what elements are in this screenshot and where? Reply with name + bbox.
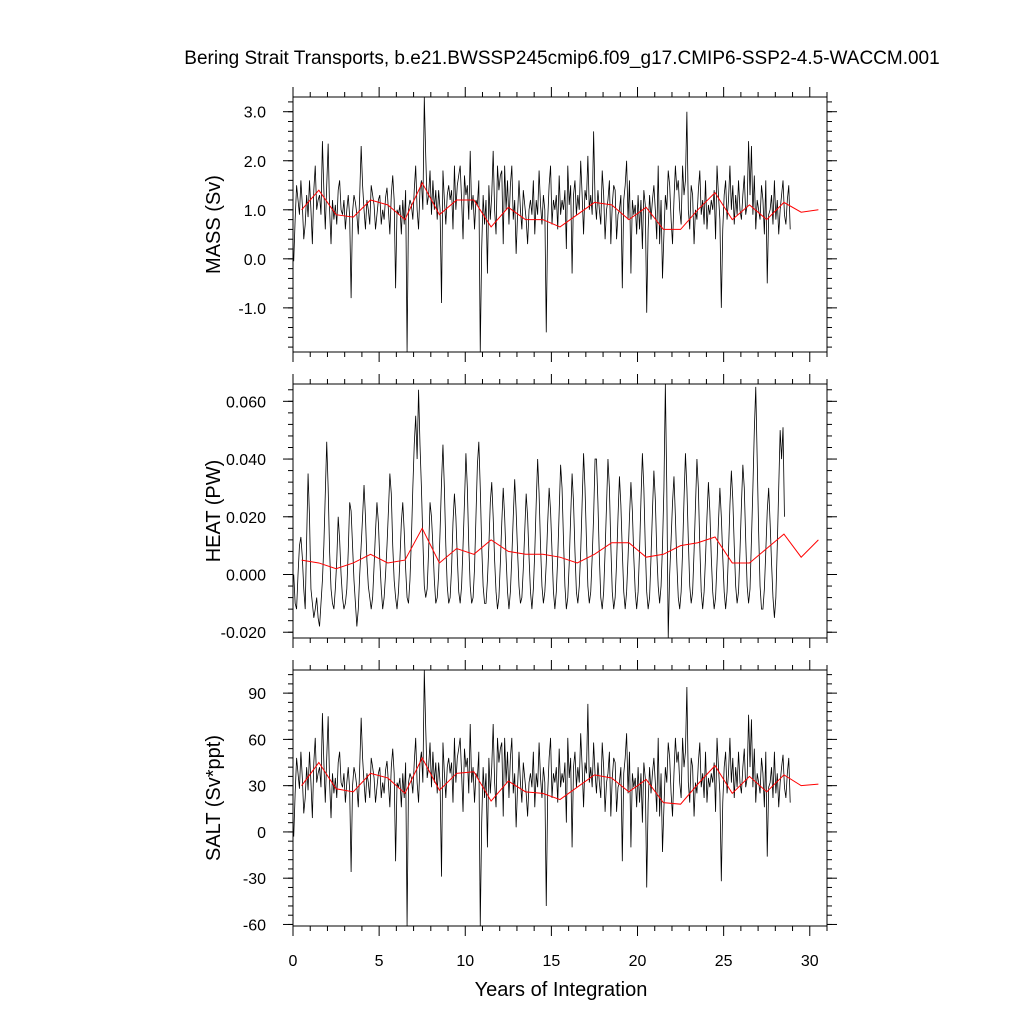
plot-frame [292,669,828,927]
y-tick-label: 0.0 [244,252,266,269]
y-tick-label: 90 [248,686,266,703]
x-tick-label: 10 [456,953,474,970]
plot-area [293,97,819,352]
y-tick-label: 0.040 [226,452,266,469]
x-tick-label: 0 [289,953,298,970]
y-tick-label: 0.060 [226,394,266,411]
plot-frame [292,96,828,353]
y-tick-label: 0 [257,825,266,842]
plot-frame [292,383,828,639]
y-tick-label: 3.0 [244,105,266,122]
annual-mean-line [301,756,819,805]
plot-area [293,384,819,638]
plot-area [293,670,819,926]
y-tick-label: -0.020 [221,625,266,642]
y-axis-label: SALT (Sv*ppt) [203,735,225,861]
x-tick-label: 30 [801,953,819,970]
x-tick-label: 15 [542,953,560,970]
monthly-series-line [293,97,791,352]
x-tick-label: 5 [375,953,384,970]
annual-mean-line [301,181,819,230]
y-axis-label: MASS (Sv) [203,175,225,274]
mass-panel: -1.0 0.0 1.0 2.0 3.0 MASS (Sv) [203,87,837,362]
heat-panel: -0.020 0.000 0.020 0.040 0.060 HEAT (PW) [203,374,837,648]
annual-mean-line [301,527,819,570]
chart-title: Bering Strait Transports, b.e21.BWSSP245… [184,48,940,69]
y-tick-label: 1.0 [244,203,266,220]
y-tick-label: 0.020 [226,510,266,527]
x-axis-label: Years of Integration [475,979,648,1001]
y-tick-label: -60 [243,917,266,934]
y-tick-label: 60 [248,732,266,749]
monthly-series-line [293,384,785,638]
y-tick-label: -30 [243,871,266,888]
y-tick-label: -1.0 [238,301,266,318]
x-tick-label: 25 [715,953,733,970]
y-axis-label: HEAT (PW) [203,460,225,563]
y-tick-label: 30 [248,779,266,796]
salt-panel: -60 -30 0 30 60 90 0 5 10 15 20 25 30 SALT (Sv*ppt) [203,660,837,970]
x-tick-label: 20 [629,953,647,970]
y-tick-label: 0.000 [226,568,266,585]
y-tick-label: 2.0 [244,154,266,171]
monthly-series-line [293,670,791,926]
